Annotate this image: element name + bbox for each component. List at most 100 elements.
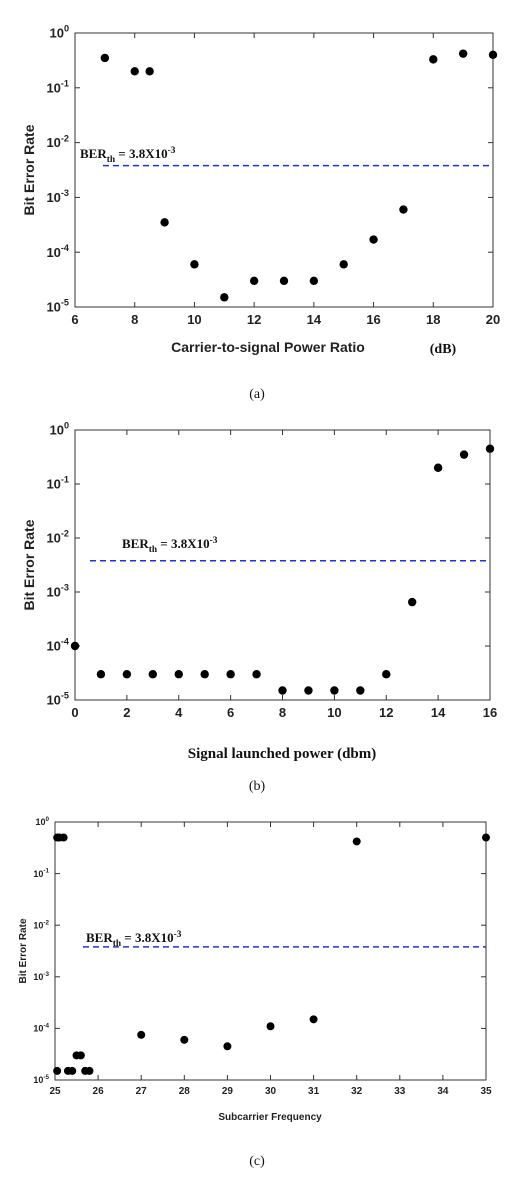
data-point bbox=[130, 67, 139, 76]
data-point bbox=[279, 276, 289, 286]
data-point bbox=[382, 670, 391, 679]
chart-panel-2: 10-5 10-4 10-3 10-2 10-1 100 0 2 4 6 8 10 12 14 16 BERt… bbox=[21, 421, 497, 794]
y-tick-label: 10-5 bbox=[46, 298, 69, 315]
data-point bbox=[309, 1015, 318, 1024]
data-point bbox=[482, 833, 490, 842]
ber-threshold-label: BERth = 3.8X10-3 bbox=[86, 930, 182, 949]
x-tick-label: 28 bbox=[179, 1086, 191, 1097]
x-tick-label: 2 bbox=[123, 705, 130, 720]
y-tick-label: 10-2 bbox=[46, 133, 69, 150]
data-point bbox=[459, 450, 469, 459]
x-tick-label: 35 bbox=[480, 1086, 492, 1097]
y-tick-label: 10-1 bbox=[46, 475, 69, 492]
data-point bbox=[352, 837, 361, 846]
x-tick-label: 30 bbox=[265, 1086, 277, 1097]
y-axis-label: Bit Error Rate bbox=[21, 124, 37, 215]
data-point bbox=[145, 67, 154, 76]
data-point bbox=[180, 1035, 189, 1044]
x-axis-label: Subcarrier Frequency bbox=[218, 1112, 322, 1123]
data-point bbox=[433, 463, 443, 472]
data-point bbox=[356, 686, 365, 695]
plot-frame bbox=[74, 429, 491, 701]
data-point bbox=[252, 670, 261, 679]
data-point bbox=[249, 276, 259, 286]
y-tick-label: 100 bbox=[35, 816, 49, 827]
y-axis-label: Bit Error Rate bbox=[21, 519, 37, 610]
data-point bbox=[85, 1066, 94, 1075]
x-tick-label: 32 bbox=[351, 1086, 363, 1097]
data-point bbox=[200, 670, 209, 679]
data-point bbox=[304, 686, 313, 695]
x-tick-label: 18 bbox=[426, 312, 440, 327]
x-tick-label: 4 bbox=[175, 705, 183, 720]
y-tick-label: 10-3 bbox=[33, 971, 49, 982]
data-point bbox=[96, 670, 106, 679]
x-tick-label: 16 bbox=[483, 705, 497, 720]
x-axis-label: Signal launched power (dbm) bbox=[188, 746, 377, 762]
panel-caption: (c) bbox=[249, 1154, 265, 1169]
y-tick-label: 10-4 bbox=[46, 637, 69, 654]
y-tick-label: 10-2 bbox=[33, 919, 49, 930]
chart-panel-3: 10-5 10-4 10-3 10-2 10-1 100 25 26 27 28 29 30 31 32 3… bbox=[18, 816, 492, 1169]
data-point bbox=[160, 218, 169, 227]
data-point bbox=[122, 670, 132, 679]
x-tick-label: 27 bbox=[136, 1086, 148, 1097]
ber-threshold-label: BERth = 3.8X10-3 bbox=[122, 536, 218, 555]
data-point bbox=[488, 50, 498, 60]
y-axis-label: Bit Error Rate bbox=[18, 918, 29, 983]
data-point bbox=[458, 49, 468, 58]
y-tick-label: 10-5 bbox=[33, 1074, 49, 1085]
data-point bbox=[399, 205, 408, 214]
data-point bbox=[330, 686, 339, 695]
y-tick-label: 10-3 bbox=[46, 583, 69, 600]
x-axis-unit-label: (dB) bbox=[430, 342, 457, 357]
data-point bbox=[309, 276, 319, 286]
data-point bbox=[148, 670, 158, 679]
data-point bbox=[59, 833, 68, 842]
y-tick-label: 100 bbox=[49, 421, 69, 438]
data-point bbox=[76, 1051, 85, 1060]
data-point bbox=[70, 641, 80, 651]
ber-threshold-label: BERth = 3.8X10-3 bbox=[80, 146, 176, 165]
data-point bbox=[137, 1030, 146, 1039]
x-tick-label: 8 bbox=[279, 705, 286, 720]
data-point bbox=[190, 260, 199, 269]
data-point bbox=[369, 235, 378, 244]
x-tick-label: 8 bbox=[131, 312, 138, 327]
data-point bbox=[266, 1022, 275, 1031]
y-tick-label: 10-4 bbox=[46, 243, 69, 260]
x-tick-label: 12 bbox=[247, 312, 261, 327]
x-tick-label: 34 bbox=[437, 1086, 449, 1097]
y-tick-label: 10-3 bbox=[46, 188, 69, 205]
x-tick-label: 12 bbox=[379, 705, 393, 720]
x-tick-label: 6 bbox=[71, 312, 78, 327]
x-tick-label: 14 bbox=[307, 312, 322, 327]
data-point bbox=[53, 1066, 62, 1075]
x-tick-label: 14 bbox=[431, 705, 446, 720]
y-tick-label: 10-5 bbox=[46, 691, 69, 708]
x-tick-label: 26 bbox=[93, 1086, 105, 1097]
plot-frame bbox=[54, 821, 487, 1081]
x-tick-label: 0 bbox=[71, 705, 78, 720]
x-tick-label: 20 bbox=[486, 312, 500, 327]
data-point bbox=[485, 444, 495, 453]
data-point bbox=[220, 293, 229, 302]
y-tick-label: 10-1 bbox=[46, 79, 69, 96]
data-point bbox=[278, 686, 287, 695]
x-tick-label: 10 bbox=[327, 705, 341, 720]
data-point bbox=[407, 597, 417, 607]
chart-panel-1: 10-5 10-4 10-3 10-2 10-1 100 6 8 10 12 14 16 18 20 BER… bbox=[21, 24, 500, 402]
x-tick-label: 6 bbox=[227, 705, 234, 720]
x-tick-label: 10 bbox=[187, 312, 201, 327]
x-axis-label: Carrier-to-signal Power Ratio bbox=[171, 339, 365, 355]
data-point bbox=[100, 53, 110, 63]
x-tick-label: 25 bbox=[49, 1086, 61, 1097]
data-point bbox=[429, 55, 438, 64]
panel-caption: (a) bbox=[249, 387, 265, 402]
y-tick-label: 10-2 bbox=[46, 529, 69, 546]
y-tick-label: 10-4 bbox=[33, 1023, 49, 1034]
data-point bbox=[174, 670, 183, 679]
y-tick-label: 10-1 bbox=[33, 868, 49, 879]
data-point bbox=[339, 260, 348, 269]
